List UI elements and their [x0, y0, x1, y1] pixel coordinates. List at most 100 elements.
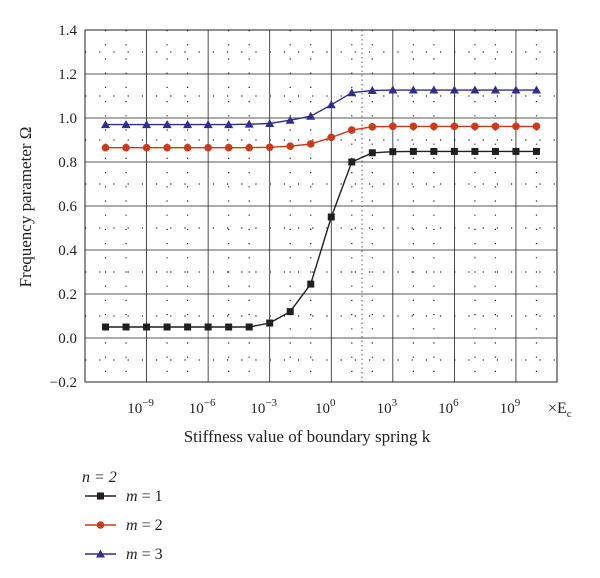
data-point-circle	[286, 142, 295, 150]
series-line	[105, 150, 537, 328]
axes	[84, 29, 558, 383]
data-point-circle	[224, 143, 233, 152]
x-tick-base: 10	[438, 401, 453, 417]
data-point-square	[430, 147, 438, 155]
legend-label-var: m	[126, 546, 138, 563]
x-axis-label: Stiffness value of boundary spring k	[184, 427, 431, 446]
x-unit-subscript: c	[567, 408, 572, 420]
data-point-circle	[101, 143, 110, 152]
data-point-square	[204, 323, 212, 331]
legend-title: n = 2	[82, 469, 117, 486]
legend-label: m = 1	[126, 488, 163, 505]
data-point-circle	[471, 122, 479, 131]
data-point-triangle	[408, 85, 418, 94]
data-point-circle	[347, 126, 356, 134]
data-point-square	[143, 323, 151, 331]
data-point-circle	[96, 521, 105, 529]
y-tick-label: 0.8	[58, 155, 77, 171]
x-tick-label: 100	[315, 397, 336, 417]
data-point-square	[491, 147, 499, 155]
data-point-triangle	[96, 549, 105, 558]
data-point-triangle	[531, 85, 541, 94]
data-point-circle	[450, 122, 459, 131]
x-tick-exponent: 9	[515, 397, 521, 409]
tick-labels: 1.41.21.00.80.60.40.20.0−0.210−9 10−6 10−3…	[50, 23, 521, 417]
data-point-triangle	[511, 85, 521, 94]
data-point-square	[327, 213, 335, 221]
data-point-triangle	[265, 119, 275, 127]
x-tick-label: 10−6	[189, 397, 216, 417]
data-point-triangle	[490, 85, 500, 94]
x-axis-label-text: Stiffness value of boundary spring k	[184, 427, 431, 446]
y-tick-label: 1.2	[58, 67, 77, 83]
y-tick-label: 0.0	[58, 331, 77, 347]
legend-entry-3: m = 3	[85, 546, 163, 563]
data-point-square	[409, 147, 417, 155]
x-tick-exponent: −9	[142, 397, 154, 409]
series-line	[105, 125, 537, 149]
data-point-triangle	[224, 120, 234, 129]
data-point-square	[348, 158, 356, 166]
data-point-square	[225, 323, 233, 331]
data-point-circle	[265, 143, 274, 152]
legend-entry-2: m = 2	[85, 517, 163, 534]
y-axis-label: Frequency parameter Ω	[16, 127, 35, 288]
data-point-square	[102, 323, 110, 331]
series-3	[101, 85, 541, 129]
data-point-triangle	[162, 120, 172, 129]
legend-label-value: = 1	[138, 488, 163, 505]
x-tick-exponent: 0	[330, 397, 336, 409]
x-tick-base: 10	[127, 401, 142, 417]
data-point-triangle	[306, 111, 316, 120]
data-point-triangle	[429, 85, 439, 94]
x-tick-exponent: −3	[265, 397, 277, 409]
y-tick-label: 0.2	[58, 287, 77, 303]
series-layer	[101, 85, 541, 331]
legend-label: m = 3	[126, 546, 163, 563]
x-tick-base: 10	[315, 401, 330, 417]
series-line	[105, 89, 537, 126]
x-unit-text: ×E	[548, 400, 567, 417]
x-tick-exponent: −6	[204, 397, 216, 409]
data-point-square	[450, 147, 458, 155]
data-point-triangle	[101, 120, 111, 129]
data-point-circle	[306, 140, 315, 148]
data-point-circle	[327, 133, 336, 142]
data-point-square	[471, 147, 479, 155]
x-tick-label: 10−9	[127, 397, 154, 417]
data-point-triangle	[367, 86, 377, 94]
legend-label: m = 2	[126, 517, 163, 534]
data-point-square	[368, 149, 376, 157]
data-point-triangle	[203, 120, 213, 129]
data-point-triangle	[285, 115, 295, 124]
data-point-triangle	[121, 120, 131, 129]
data-point-circle	[245, 143, 253, 152]
legend-entry-1: m = 1	[85, 488, 163, 505]
x-tick-base: 10	[500, 401, 515, 417]
data-point-circle	[430, 122, 438, 131]
x-tick-label: 106	[438, 397, 459, 417]
x-tick-base: 10	[250, 401, 265, 417]
y-tick-label: −0.2	[50, 375, 77, 391]
x-tick-label: 109	[500, 397, 521, 417]
series-2	[101, 122, 541, 152]
data-point-square	[122, 323, 130, 331]
data-point-circle	[368, 123, 377, 131]
data-point-square	[532, 147, 540, 155]
data-point-triangle	[347, 88, 357, 97]
data-point-square	[163, 323, 171, 331]
data-point-square	[512, 147, 520, 155]
y-tick-label: 1.0	[58, 111, 77, 127]
data-point-square	[389, 148, 397, 156]
x-tick-exponent: 3	[392, 397, 398, 409]
legend: n = 2 m = 1 m = 2 m = 3	[82, 469, 163, 563]
data-point-square	[184, 323, 192, 331]
data-point-triangle	[142, 120, 152, 129]
legend-label-value: = 3	[138, 546, 163, 563]
data-point-circle	[532, 122, 541, 131]
data-point-circle	[142, 143, 151, 152]
data-point-square	[97, 492, 104, 500]
data-point-triangle	[470, 85, 480, 94]
plot-frame	[84, 29, 558, 383]
